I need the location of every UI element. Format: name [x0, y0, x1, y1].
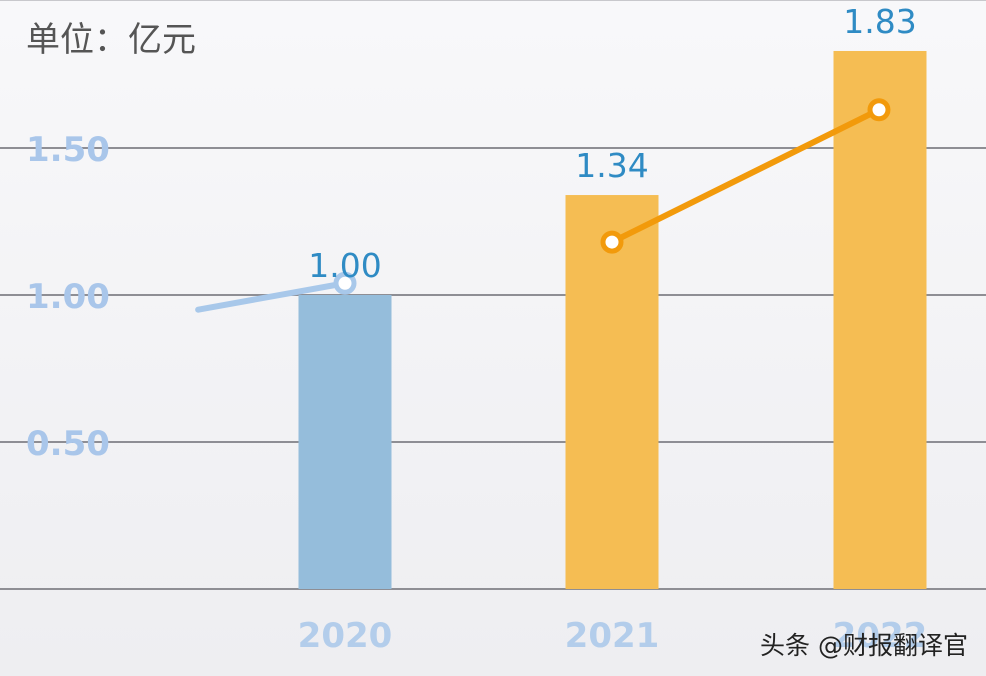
data-label-2021: 1.34: [575, 146, 648, 185]
data-label-2022: 1.83: [843, 2, 916, 41]
x-tick-label-2020: 2020: [298, 616, 393, 656]
bars: [298, 50, 927, 590]
y-tick-label: 1.00: [26, 277, 110, 317]
trend-line: [195, 98, 891, 313]
bar-2020: [298, 295, 392, 589]
line-segment-1: [195, 280, 348, 313]
y-tick-labels: 0.50 1.00 1.50: [26, 130, 110, 464]
y-tick-label: 1.50: [26, 130, 110, 170]
line-point-3: [867, 98, 891, 122]
data-labels: 1.00 1.34 1.83: [308, 2, 916, 285]
line-point-2: [600, 230, 624, 254]
bar-2022: [833, 50, 927, 590]
line-segment-3: [609, 106, 882, 246]
watermark: 头条 @财报翻译官: [760, 631, 968, 660]
x-tick-label-2022: 2022: [833, 616, 928, 656]
gridlines: [0, 147, 986, 590]
bar-2021: [565, 195, 659, 590]
x-tick-label-2021: 2021: [565, 616, 660, 656]
data-label-2020: 1.00: [308, 246, 381, 285]
y-tick-label: 0.50: [26, 424, 110, 464]
x-tick-labels: 2020 2021 2022: [298, 616, 928, 656]
line-point-1: [333, 271, 357, 295]
unit-label: 单位：亿元: [26, 20, 196, 60]
